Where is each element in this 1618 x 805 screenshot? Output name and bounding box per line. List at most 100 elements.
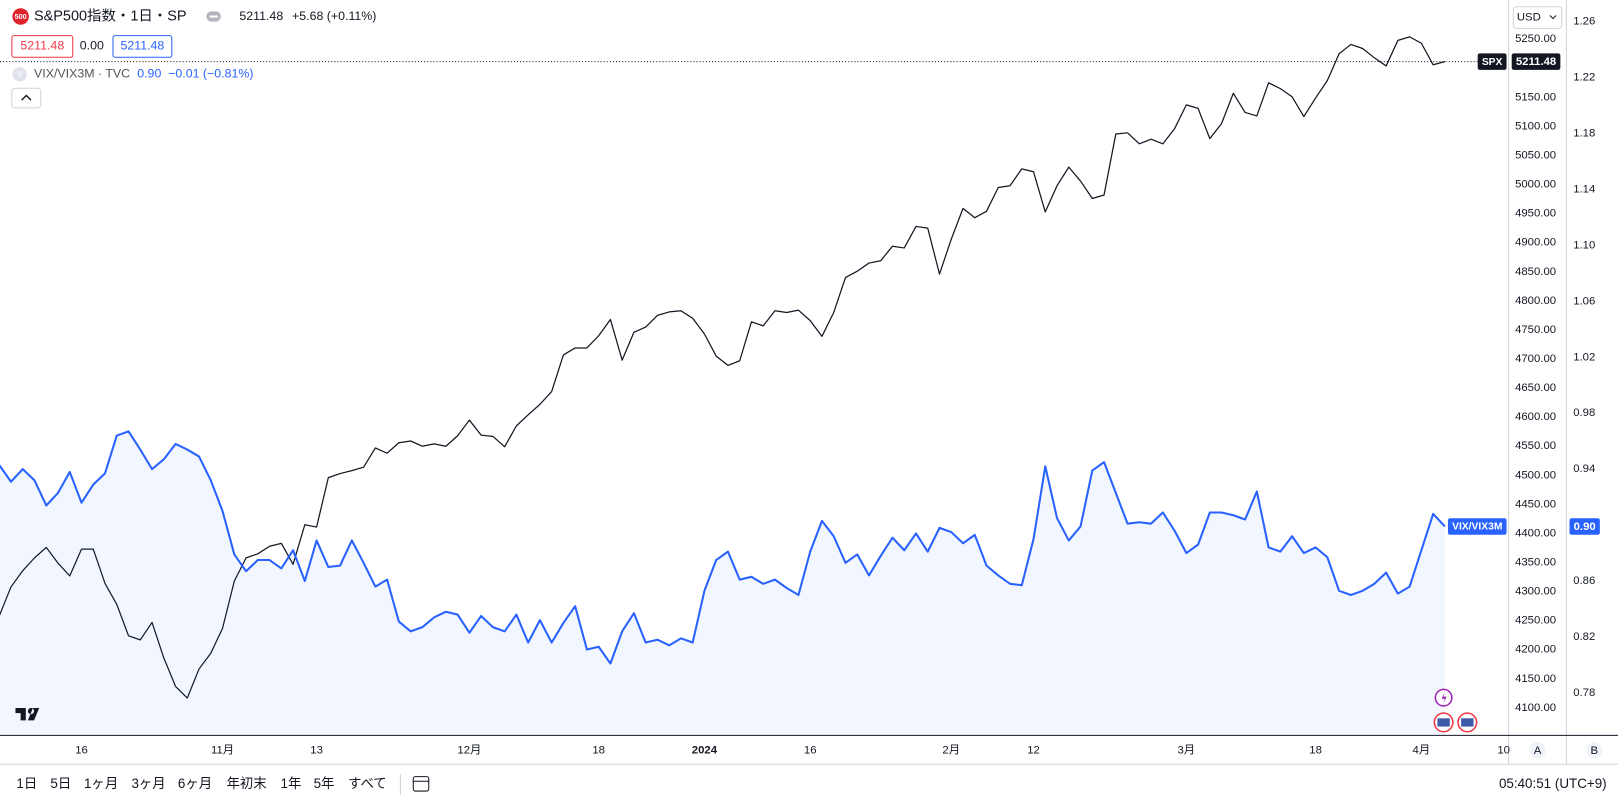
y-tick-label: 4550.00: [1515, 440, 1556, 452]
collapse-button[interactable]: [11, 87, 42, 109]
y-tick-label: 4400.00: [1515, 527, 1556, 539]
last-value-tag: 5211.48: [1516, 56, 1556, 68]
range-button[interactable]: 5日: [50, 776, 71, 791]
y-tick-label: 0.94: [1573, 463, 1595, 475]
range-button[interactable]: 5年: [314, 776, 335, 791]
x-tick-label: 12月: [457, 744, 481, 756]
y-tick-label: 4800.00: [1515, 295, 1556, 307]
symbol-badge: [12, 8, 29, 25]
x-tick-label: 12: [1027, 744, 1040, 756]
series-tag-box: [1447, 518, 1507, 535]
y-tick-label: 4200.00: [1515, 644, 1556, 656]
x-tick-label: 18: [592, 744, 605, 756]
date-range-button[interactable]: [412, 776, 430, 792]
axis-button[interactable]: [1586, 742, 1603, 759]
y-tick-label: 4850.00: [1515, 266, 1556, 278]
y-tick-label: 1.10: [1573, 239, 1595, 251]
y-tick-label: 5050.00: [1515, 149, 1556, 161]
y-tick-label: 1.22: [1573, 72, 1595, 84]
x-tick-label: 3月: [1177, 744, 1195, 756]
collapse-icon: [21, 94, 32, 101]
badge-text: 500: [15, 12, 27, 21]
y-tick-label: 5000.00: [1515, 179, 1556, 191]
series-tag: VIX/VIX3M: [1452, 522, 1502, 533]
compare-value: 0.90: [137, 67, 161, 81]
currency: USD: [1517, 12, 1541, 24]
currency-select[interactable]: [1512, 6, 1563, 29]
x-tick-label: 13: [310, 744, 323, 756]
x-tick-label: 10: [1497, 744, 1510, 756]
bid-box[interactable]: [11, 35, 74, 58]
line: [0, 430, 1446, 665]
symbol-title[interactable]: S&P500指数・1日・SP: [34, 7, 186, 24]
clock[interactable]: 05:40:51 (UTC+9): [1499, 776, 1607, 791]
quote: 5211.48: [239, 9, 283, 23]
plot-area: [0, 36, 1446, 735]
quote-change: +5.68 (+0.11%): [292, 9, 376, 23]
axis-button[interactable]: [1529, 742, 1546, 759]
event-flag-fill: [1461, 718, 1474, 727]
last-value-box: [1511, 53, 1561, 70]
y-tick-label: 4900.00: [1515, 237, 1556, 249]
y-tick-label: 0.82: [1573, 631, 1595, 643]
last-value-box: [1569, 518, 1600, 535]
x-tick-label: 11月: [211, 744, 234, 756]
y-tick-label: 4350.00: [1515, 557, 1556, 569]
line: [0, 36, 1446, 699]
series-tag-box: [1477, 53, 1507, 70]
y-tick-label: 4500.00: [1515, 469, 1556, 481]
axis-button-label: A: [1534, 745, 1542, 757]
area: [0, 431, 1445, 735]
ask: 5211.48: [120, 39, 164, 53]
y-tick-label: 0.78: [1573, 687, 1595, 699]
y-tick-label: 5100.00: [1515, 120, 1556, 132]
y-tick-label: 4950.00: [1515, 208, 1556, 220]
compare-badge: [12, 67, 27, 82]
y-tick-label: 5150.00: [1515, 91, 1556, 103]
y-tick-label: 4600.00: [1515, 411, 1556, 423]
compare-change: −0.01 (−0.81%): [168, 67, 253, 81]
range-button[interactable]: 1日: [16, 776, 37, 791]
series-tag: SPX: [1482, 57, 1503, 68]
calendar-icon: [412, 776, 430, 792]
y-tick-label: 1.02: [1573, 351, 1595, 363]
y-tick-label: 4750.00: [1515, 324, 1556, 336]
x-tick-label: 4月: [1413, 744, 1431, 756]
y-tick-label: 1.14: [1573, 183, 1595, 195]
y-tick-label: 1.26: [1573, 16, 1595, 28]
axis-button-label: B: [1590, 745, 1598, 757]
y-tick-label: 4300.00: [1515, 586, 1556, 598]
status-pill-mark: [209, 15, 218, 18]
x-tick-label: 16: [75, 744, 88, 756]
last-value-tag: 0.90: [1574, 521, 1596, 533]
compare-badge-text: V: [17, 70, 23, 79]
range-button[interactable]: 1年: [281, 776, 302, 791]
y-tick-label: 1.06: [1573, 295, 1595, 307]
range-button[interactable]: すべて: [348, 776, 387, 791]
x-tick-label: 2月: [942, 744, 960, 756]
event-bolt: [1441, 692, 1447, 703]
ask-box[interactable]: [112, 35, 173, 58]
compare-name[interactable]: VIX/VIX3M · TVC: [34, 67, 130, 81]
y-tick-label: 4250.00: [1515, 615, 1556, 627]
y-tick-label: 5250.00: [1515, 33, 1556, 45]
x-tick-label: 16: [804, 744, 817, 756]
range-button[interactable]: 6ヶ月: [178, 776, 212, 791]
spread: 0.00: [80, 39, 104, 53]
range-button[interactable]: 年初末: [227, 776, 267, 791]
y-tick-label: 0.86: [1573, 575, 1595, 587]
currency-caret: [1549, 15, 1557, 20]
x-tick-label: 2024: [692, 744, 718, 756]
bid: 5211.48: [20, 39, 64, 53]
y-tick-label: 4100.00: [1515, 702, 1556, 714]
y-tick-label: 4150.00: [1515, 673, 1556, 685]
event-flag-fill: [1437, 718, 1450, 727]
y-tick-label: 4700.00: [1515, 353, 1556, 365]
range-button[interactable]: 1ヶ月: [84, 776, 118, 791]
range-button[interactable]: 3ヶ月: [131, 776, 165, 791]
y-tick-label: 1.18: [1573, 128, 1595, 140]
x-tick-label: 18: [1309, 744, 1322, 756]
